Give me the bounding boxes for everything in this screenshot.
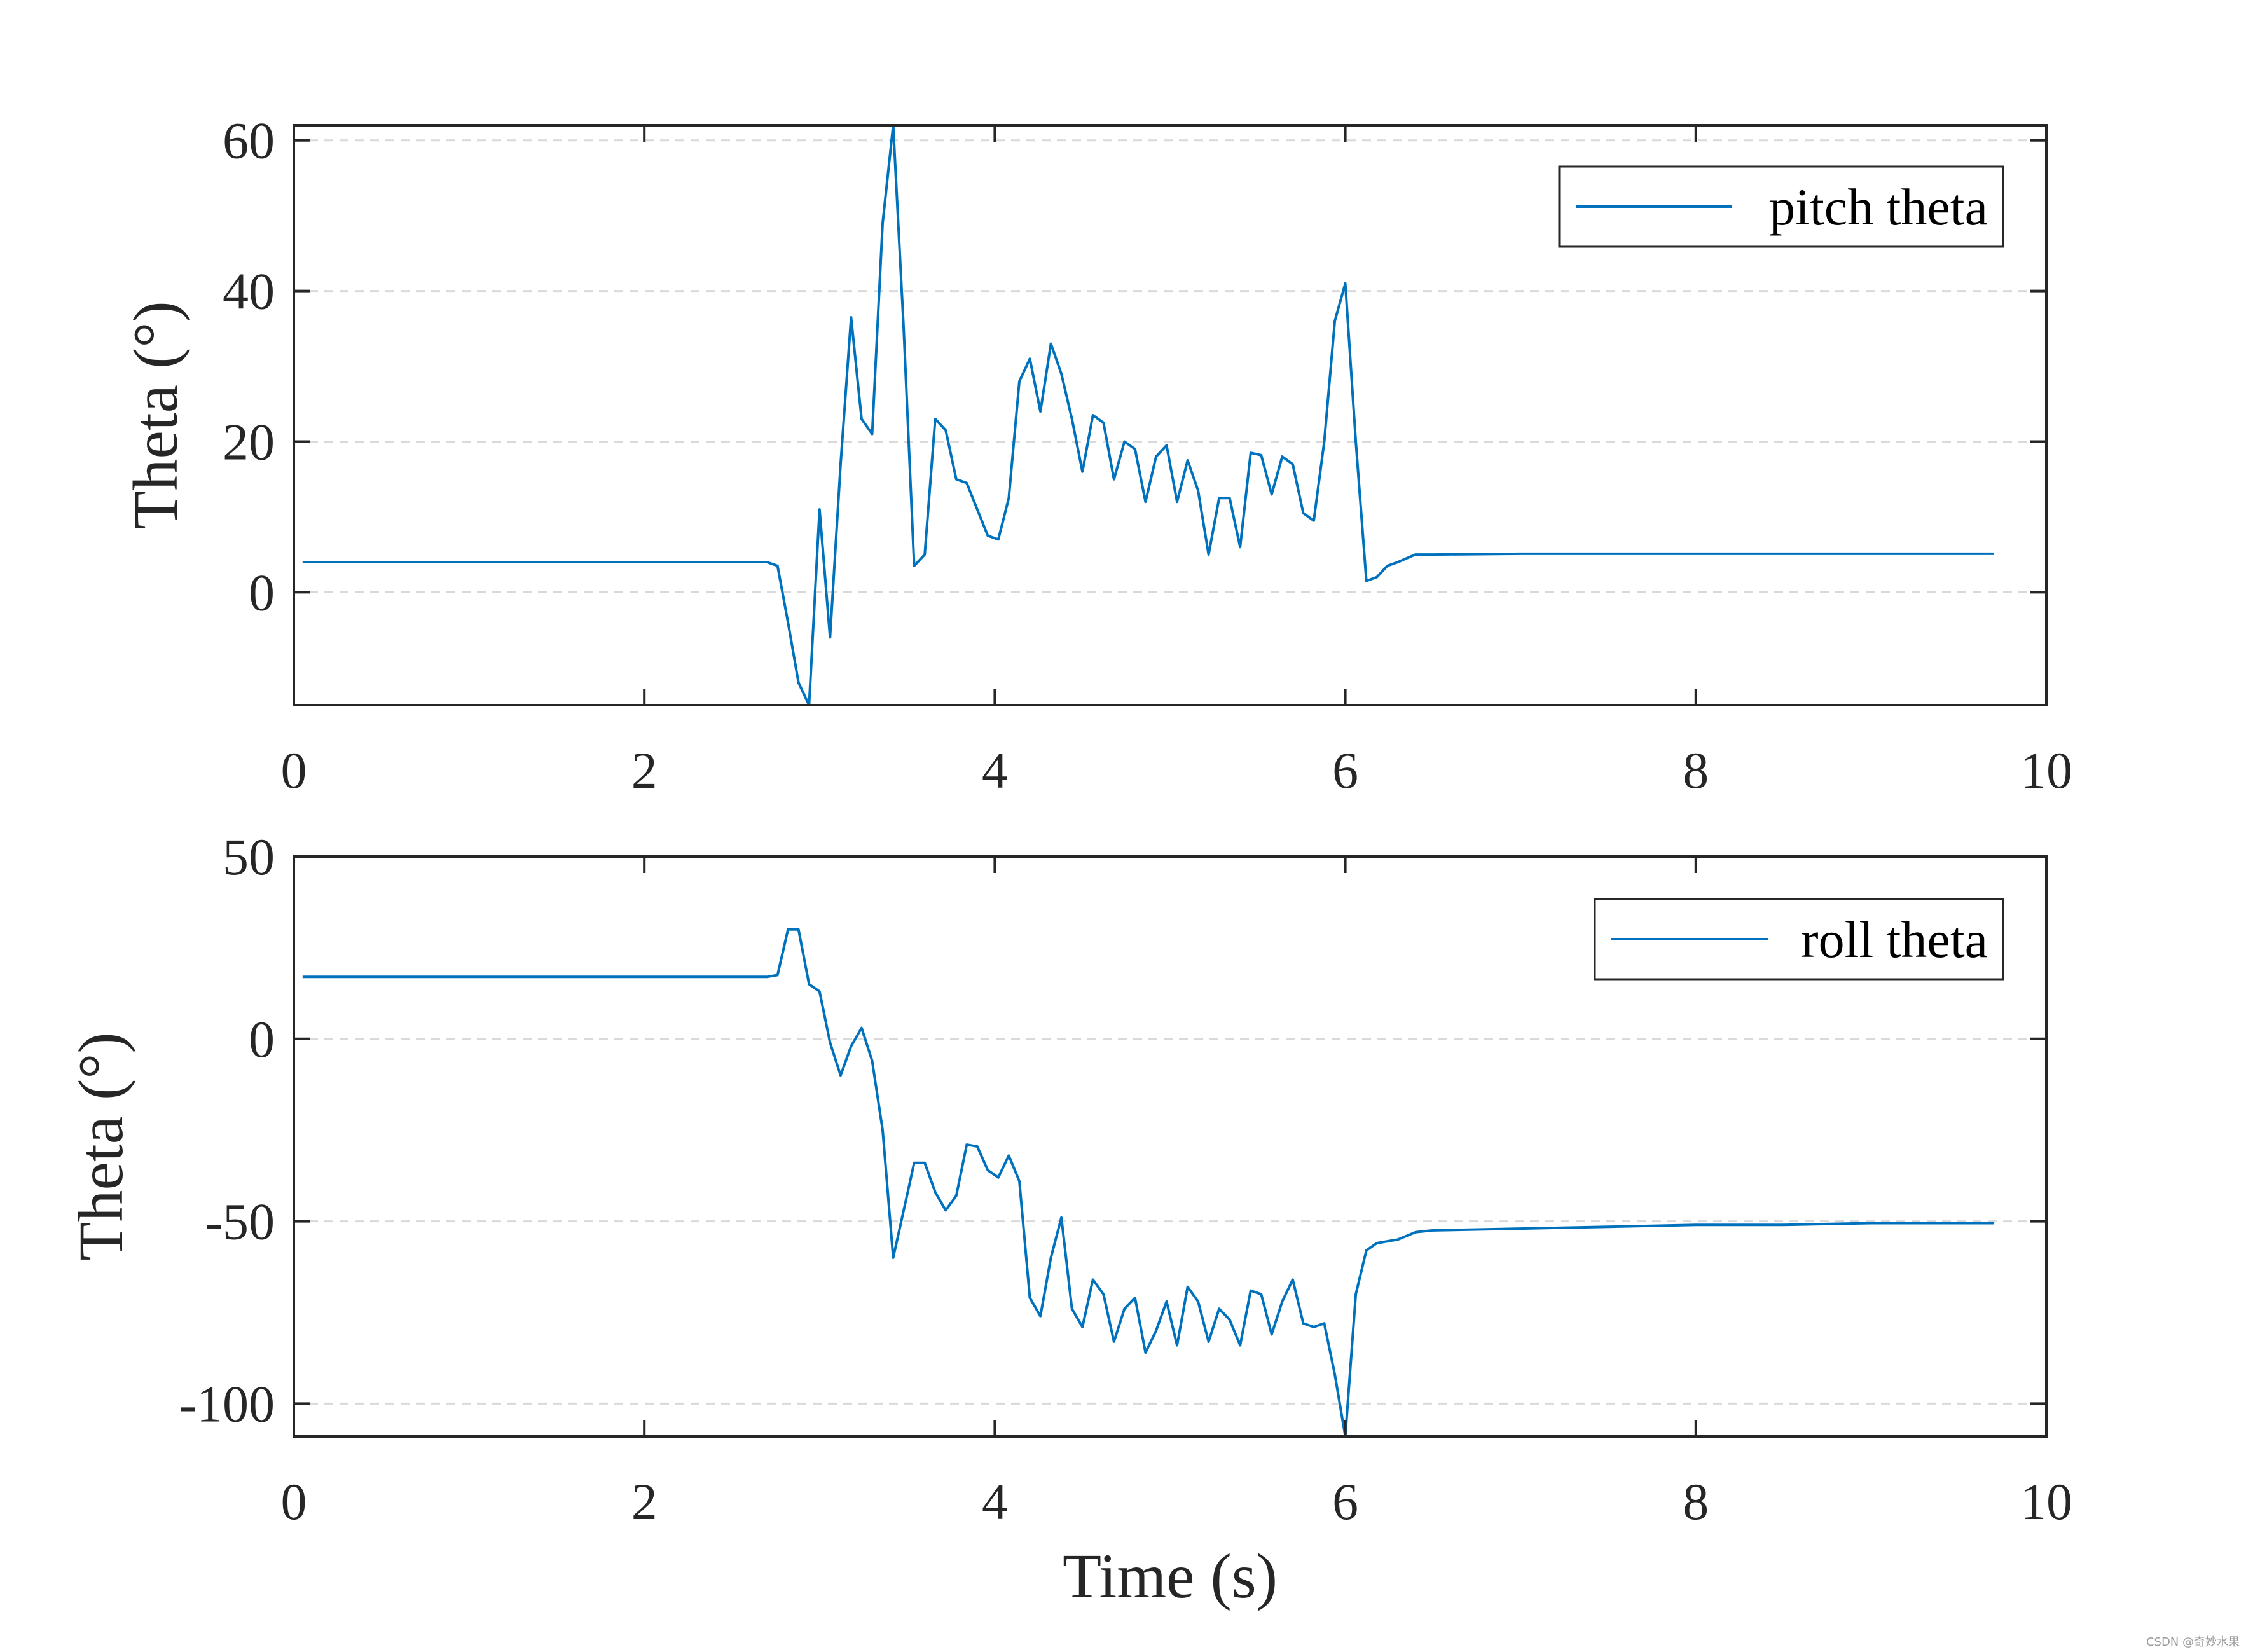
x-tick-label: 6	[1332, 741, 1358, 799]
grid	[294, 139, 2046, 593]
y-tick-label: 60	[223, 112, 275, 170]
series-line-roll-theta	[302, 928, 1994, 1438]
x-tick-label: 4	[982, 1473, 1008, 1531]
x-tick-label: 0	[281, 1473, 307, 1531]
x-axis-label: Time (s)	[1063, 1541, 1278, 1611]
y-axis-label: Theta (°)	[120, 301, 191, 529]
y-tick-labels: -100 -50 0 50	[179, 828, 275, 1433]
y-tick-label: 40	[223, 263, 275, 320]
x-tick-label: 2	[631, 741, 658, 799]
x-tick-label: 10	[2020, 1473, 2072, 1531]
watermark: CSDN @奇妙水果	[2146, 1635, 2240, 1649]
x-tick-label: 4	[982, 741, 1008, 799]
tick-marks	[293, 855, 2048, 1436]
x-tick-label: 2	[631, 1473, 658, 1531]
series-lines	[302, 928, 1994, 1438]
series-line-pitch-theta	[302, 124, 1994, 706]
x-tick-labels: 0 2 4 6 8 10	[281, 1473, 2073, 1531]
x-tick-label: 8	[1683, 741, 1709, 799]
x-tick-label: 8	[1683, 1473, 1709, 1531]
legend: pitch theta	[1558, 165, 2004, 248]
legend-entry-pitch-theta: pitch theta	[1769, 178, 1988, 236]
x-tick-label: 6	[1332, 1473, 1358, 1531]
y-tick-label: 20	[223, 413, 275, 471]
y-tick-label: -50	[205, 1193, 275, 1251]
series-lines	[302, 124, 1994, 706]
y-axis-label: Theta (°)	[65, 1032, 136, 1260]
x-tick-labels: 0 2 4 6 8 10	[281, 741, 2073, 799]
subplot-pitch: 0 2 4 6 8 10 0 20 40 60 Theta (°) pitch theta	[120, 112, 2072, 799]
x-tick-label: 0	[281, 741, 307, 799]
tick-marks	[293, 125, 2048, 705]
y-tick-labels: 0 20 40 60	[223, 112, 275, 622]
subplot-roll: 0 2 4 6 8 10 -100 -50 0 50 Theta (°) Time (s) ro…	[65, 828, 2072, 1611]
x-tick-label: 10	[2020, 741, 2072, 799]
y-tick-label: 50	[223, 828, 275, 886]
axes-box	[293, 855, 2048, 1438]
legend-entry-roll-theta: roll theta	[1801, 911, 1988, 968]
y-tick-label: 0	[249, 1010, 275, 1068]
y-tick-label: 0	[249, 563, 275, 621]
axes-box	[293, 124, 2048, 706]
y-tick-label: -100	[179, 1375, 275, 1433]
legend: roll theta	[1594, 898, 2004, 981]
